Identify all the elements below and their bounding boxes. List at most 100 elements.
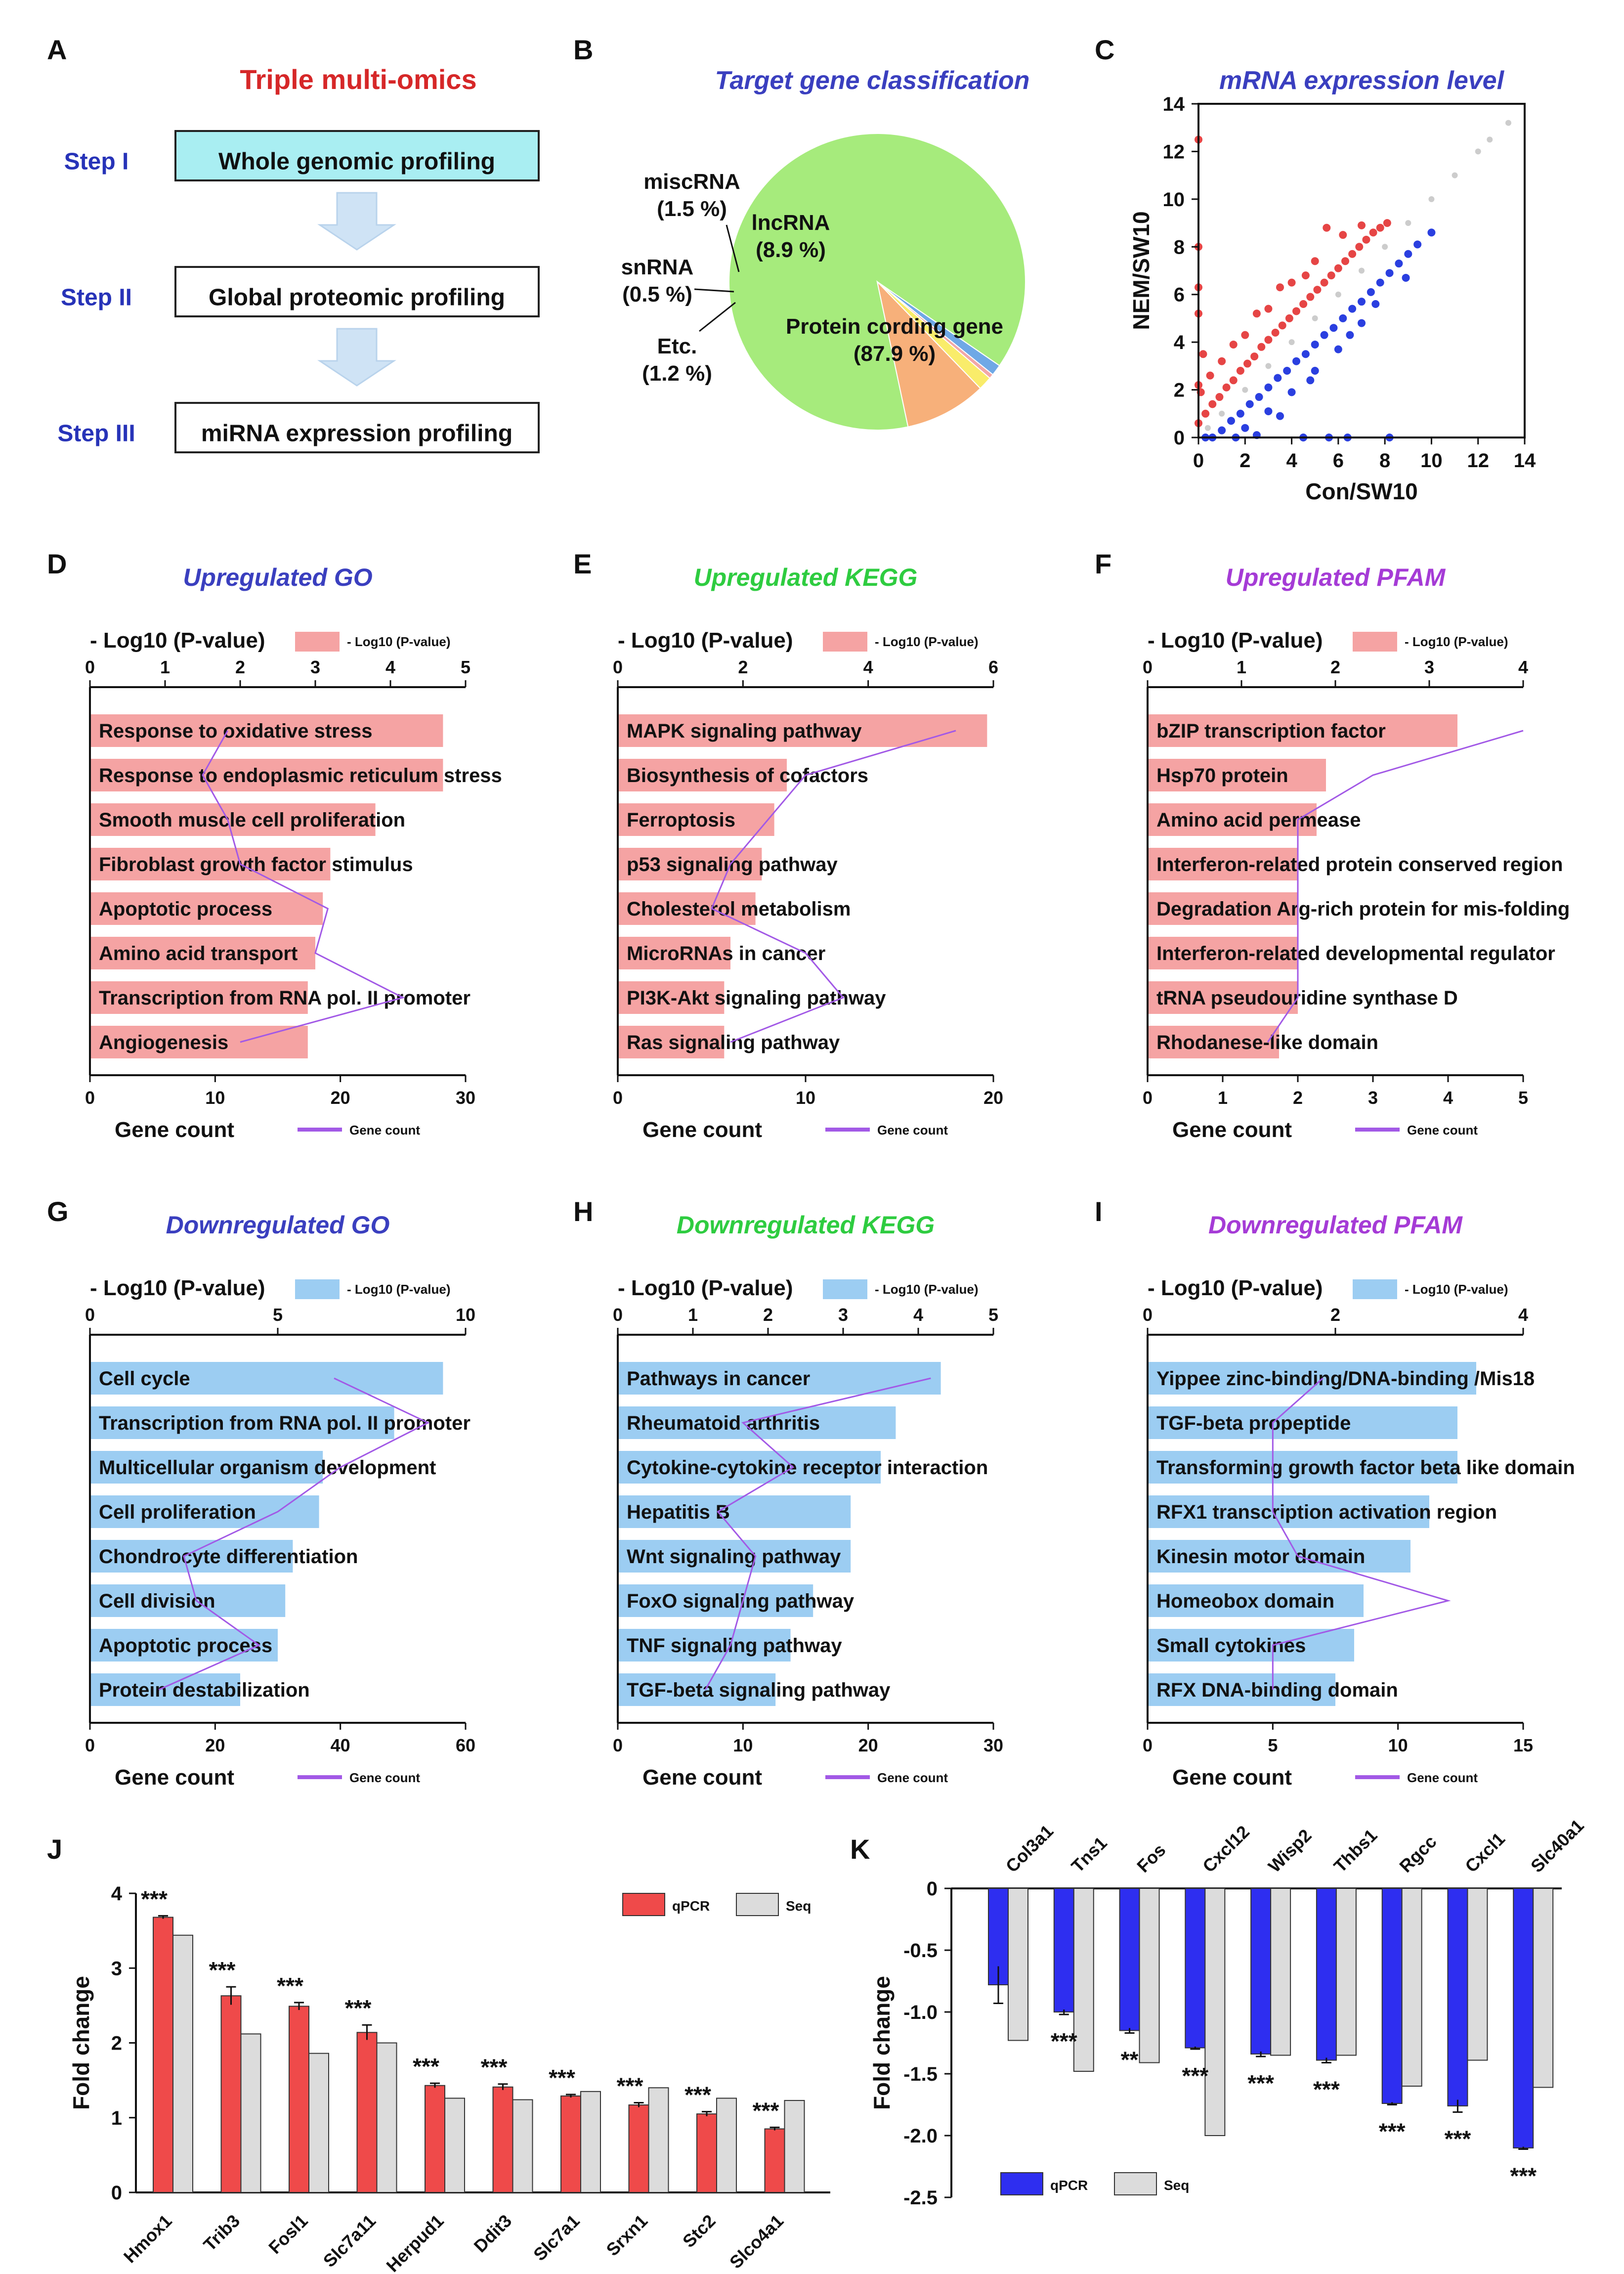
top-axis-title: - Log10 (P-value)	[90, 1276, 265, 1300]
scatter-point	[1383, 219, 1391, 227]
scatter-point	[1218, 426, 1226, 435]
top-axis-title: - Log10 (P-value)	[618, 1276, 793, 1300]
category-label: p53 signaling pathway	[627, 854, 838, 875]
x-category-label: Herpud1	[382, 2211, 447, 2274]
enrichment-bar	[90, 803, 376, 836]
scatter-point	[1264, 407, 1273, 415]
category-label: Apoptotic process	[99, 1635, 272, 1657]
y-tick-label: 8	[1174, 236, 1185, 258]
enrichment-bar	[618, 981, 725, 1014]
scatter-point	[1329, 324, 1338, 332]
enrichment-bar	[90, 714, 443, 747]
top-tick-label: 0	[613, 1305, 623, 1325]
bottom-tick-label: 3	[1368, 1088, 1378, 1108]
legend-swatch	[1114, 2172, 1157, 2195]
scatter-point	[1346, 331, 1354, 339]
category-label: Interferon-related protein conserved reg…	[1156, 854, 1563, 875]
scatter-point	[1264, 305, 1273, 313]
category-label: Multicellular organism development	[99, 1457, 436, 1479]
significance-mark: ***	[141, 1886, 168, 1912]
bottom-tick-label: 30	[983, 1735, 1003, 1755]
bar	[1250, 1888, 1272, 2055]
y-axis-label: Fold change	[68, 1976, 94, 2110]
enrichment-bar	[618, 848, 762, 880]
panel-letter-a: A	[47, 34, 67, 65]
category-label: Rheumatoid arthritis	[627, 1412, 820, 1434]
bar	[1513, 1888, 1534, 2148]
x-category-label: Cxcl12	[1198, 1822, 1253, 1877]
bottom-tick-label: 5	[1268, 1735, 1278, 1755]
enrichment-bar	[1148, 848, 1298, 880]
enrichment-bar	[1148, 714, 1457, 747]
bar	[716, 2098, 737, 2193]
enrichment-bar	[90, 1451, 323, 1484]
y-tick-label: -1.5	[903, 2063, 938, 2085]
step-label: Step II	[61, 285, 132, 311]
bar	[1119, 1888, 1140, 2031]
scatter-point	[1274, 374, 1282, 382]
panel-f-enrichment-chart: Upregulated PFAM - Log10 (P-value) - Log10…	[1143, 564, 1570, 1142]
enrichment-bar	[90, 1495, 319, 1528]
bottom-tick-label: 15	[1513, 1735, 1533, 1755]
enrichment-bar	[618, 1673, 776, 1706]
gene-count-line	[1267, 730, 1524, 1043]
top-tick-label: 2	[1330, 657, 1340, 677]
x-category-label: Fos	[1133, 1839, 1169, 1876]
panel-letter-b: B	[573, 34, 593, 65]
y-tick-label: 1	[111, 2107, 122, 2129]
enrichment-bar	[1148, 1540, 1410, 1573]
top-tick-label: 1	[688, 1305, 698, 1325]
bottom-tick-label: 0	[85, 1088, 95, 1108]
bar	[240, 2033, 261, 2193]
bottom-axis-title: Gene count	[115, 1765, 234, 1790]
scatter-point	[1301, 350, 1310, 358]
scatter-point	[1475, 148, 1481, 155]
scatter-point	[1327, 271, 1335, 280]
y-tick-label: 0	[927, 1878, 938, 1900]
x-category-label: Hmox1	[120, 2211, 176, 2267]
scatter-point	[1385, 269, 1394, 277]
legend-bar-swatch	[295, 1279, 340, 1299]
y-tick-label: 2	[111, 2033, 122, 2055]
top-tick-label: 2	[763, 1305, 773, 1325]
enrichment-bar	[618, 1451, 881, 1484]
y-tick-label: -2.5	[903, 2187, 938, 2209]
bar	[1053, 1888, 1074, 2012]
scatter-point	[1245, 400, 1254, 408]
top-tick-label: 3	[838, 1305, 848, 1325]
bar	[1008, 1888, 1028, 2041]
enrichment-bar	[1148, 1495, 1429, 1528]
enrichment-bar	[90, 1629, 278, 1662]
enrichment-bar	[90, 1673, 240, 1706]
top-axis-title: - Log10 (P-value)	[90, 628, 265, 653]
top-tick-label: 3	[310, 657, 320, 677]
bar	[1316, 1888, 1337, 2061]
legend-line-label: Gene count	[349, 1123, 420, 1137]
step-label: Step III	[57, 421, 135, 447]
scatter-point	[1250, 352, 1259, 361]
gene-count-line	[158, 1377, 430, 1691]
bottom-tick-label: 2	[1293, 1088, 1303, 1108]
panel-k-bar-chart: 0 -0.5 -1.0 -1.5 -2.0 -2.5 Fold change Col3a1 **…	[869, 1815, 1588, 2209]
scatter-point	[1355, 243, 1364, 251]
bottom-tick-label: 0	[613, 1735, 623, 1755]
legend-line-label: Gene count	[349, 1770, 420, 1785]
enrichment-bar	[618, 1584, 813, 1617]
scatter-point	[1313, 286, 1322, 294]
gene-count-line	[705, 1377, 931, 1690]
step-label: Step I	[64, 149, 129, 175]
panel-letter-k: K	[850, 1834, 870, 1865]
leader-line	[694, 288, 734, 293]
top-axis-title: - Log10 (P-value)	[1148, 628, 1323, 653]
x-category-label: Stc2	[679, 2211, 720, 2252]
significance-mark: **	[1121, 2047, 1139, 2073]
bar	[1270, 1888, 1291, 2056]
step-box	[174, 266, 540, 317]
scatter-point	[1243, 359, 1251, 368]
gene-count-line	[711, 730, 956, 1043]
significance-mark: ***	[1445, 2126, 1471, 2152]
chart-title: Downregulated GO	[166, 1211, 390, 1239]
slice-percent: (1.2 %)	[642, 361, 712, 386]
category-label: MicroRNAs in cancer	[627, 943, 825, 964]
scatter-point	[1264, 383, 1273, 392]
